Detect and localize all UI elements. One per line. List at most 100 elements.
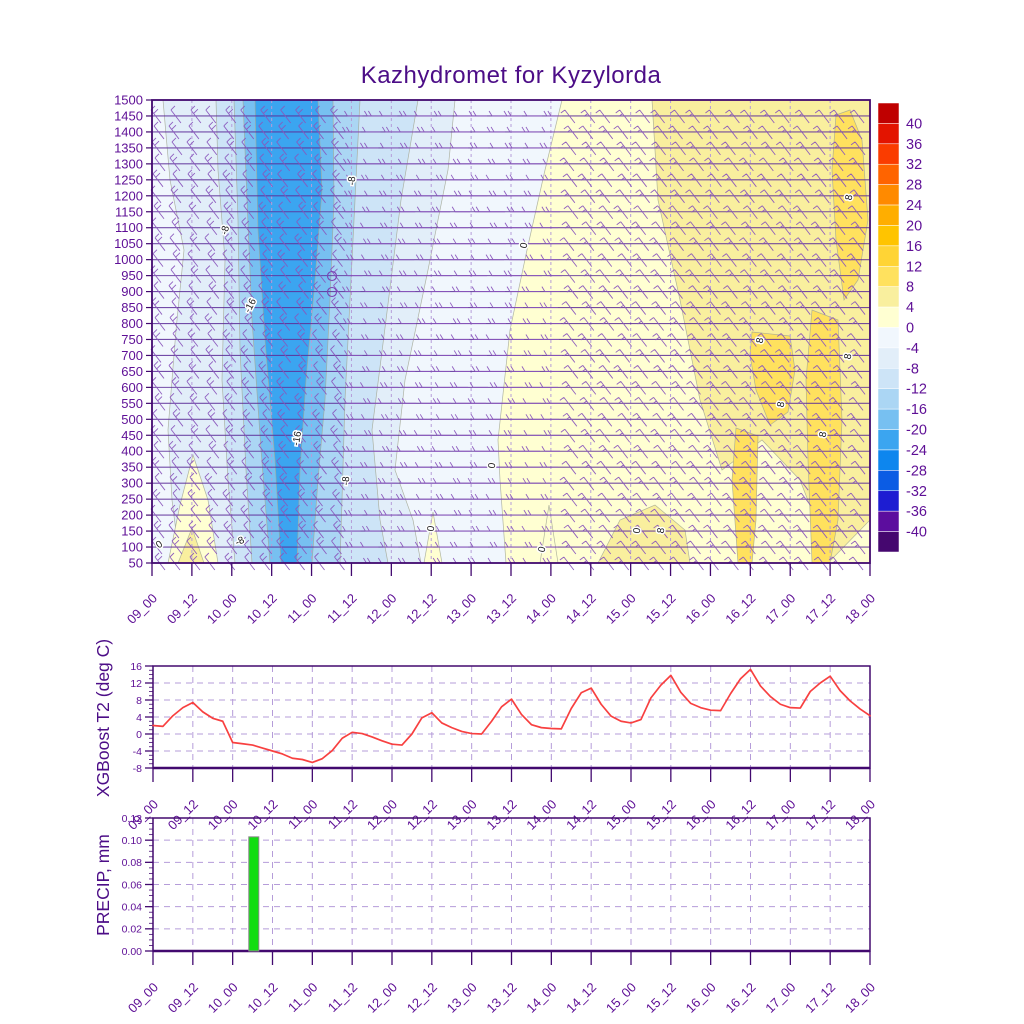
colorbar-tick-label: -32	[906, 484, 927, 500]
x-tick-label: 16_00	[683, 980, 719, 1016]
contour-value-label: 8	[818, 430, 830, 438]
y-tick-label: 0.04	[122, 901, 143, 913]
wind-barbs-right	[559, 109, 866, 571]
colorbar-tick-label: 20	[906, 218, 922, 234]
station-circle	[326, 270, 338, 282]
contour-value-label: 0	[519, 241, 531, 249]
precip-bar	[248, 836, 260, 952]
y-tick-label: 0.06	[122, 879, 143, 891]
colorbar-tick-label: 16	[906, 239, 922, 255]
y-tick-label: 450	[121, 428, 143, 443]
y-tick-label: 600	[121, 380, 143, 395]
x-tick-label: 16_12	[722, 980, 758, 1016]
y-tick-label: 900	[121, 284, 143, 299]
x-tick-label: 12_00	[363, 591, 399, 627]
x-tick-label: 17_12	[802, 591, 838, 627]
colorbar-cell	[877, 408, 900, 430]
y-tick-label: 100	[121, 540, 143, 555]
colorbar-cell	[877, 449, 900, 471]
colorbar-cell	[877, 510, 900, 532]
x-tick-label: 17_12	[802, 797, 838, 833]
colorbar-cell	[877, 368, 900, 389]
x-tick-label: 15_12	[643, 980, 679, 1016]
x-tick-label: 11_12	[324, 591, 359, 626]
y-tick-label: 0	[136, 729, 142, 741]
x-tick-label: 16_00	[682, 591, 718, 627]
colorbar-tick-label: -20	[906, 423, 927, 439]
x-tick-label: 17_00	[762, 591, 798, 627]
y-tick-label: 1500	[114, 93, 143, 108]
contour-value-label: 8	[755, 336, 767, 344]
x-tick-label: 17_12	[802, 980, 838, 1016]
contour-value-label: -16	[291, 430, 304, 447]
y-tick-label: 400	[121, 444, 143, 459]
contour-band	[831, 109, 869, 301]
colorbar-cell	[877, 102, 900, 124]
x-tick-label: 14_00	[523, 591, 559, 627]
colorbar-cell	[877, 490, 900, 512]
page-title: Kazhydromet for Kyzylorda	[360, 62, 662, 89]
y-tick-label: 500	[121, 412, 143, 427]
x-tick-label: 16_12	[722, 797, 758, 833]
y-tick-label: 800	[121, 316, 143, 331]
wind-barbs-left	[150, 105, 345, 571]
x-tick-label: 11_00	[285, 980, 320, 1015]
colorbar-tick-label: 0	[906, 321, 914, 337]
colorbar-tick-label: -16	[906, 402, 927, 418]
x-tick-label: 11_00	[284, 591, 319, 626]
y-tick-label: 550	[121, 396, 143, 411]
y-tick-label: 650	[121, 364, 143, 379]
y-tick-label: 8	[136, 695, 142, 707]
y-tick-label: 1100	[115, 220, 143, 235]
x-tick-label: 15_00	[603, 591, 639, 627]
x-tick-label: 09_12	[165, 797, 201, 833]
colorbar-cell	[877, 306, 900, 328]
colorbar-tick-label: 12	[906, 259, 922, 275]
x-tick-label: 15_12	[643, 591, 679, 627]
y-tick-label: -8	[133, 763, 142, 775]
colorbar-cell	[877, 143, 900, 165]
colorbar-tick-label: 40	[906, 116, 922, 132]
colorbar-tick-label: -24	[906, 443, 927, 459]
wind-barbs-middle	[342, 110, 562, 564]
x-tick-label: 10_00	[204, 591, 240, 627]
x-tick-label: 16_12	[722, 591, 758, 627]
station-circle	[326, 286, 338, 298]
x-tick-label: 13_12	[483, 591, 519, 627]
x-tick-label: 13_00	[443, 591, 479, 627]
contour-value-label: 0	[426, 525, 438, 532]
contour-value-label: 0	[537, 545, 549, 553]
contour-value-label: 0	[487, 462, 499, 469]
y-tick-label: 350	[121, 460, 143, 475]
colorbar-tick-label: 8	[906, 280, 914, 296]
y-tick-label: 1350	[114, 140, 143, 155]
y-tick-label: 12	[130, 678, 142, 690]
colorbar-cell	[877, 286, 900, 308]
colorbar-tick-label: 28	[906, 178, 922, 194]
colorbar-cell	[877, 429, 900, 451]
x-tick-label: 14_12	[563, 980, 599, 1016]
colorbar-cell	[877, 123, 900, 145]
colorbar-tick-label: 32	[906, 157, 922, 173]
contour-value-label: -8	[341, 476, 353, 486]
y-tick-label: 250	[121, 492, 143, 507]
y-tick-label: 0.08	[122, 857, 143, 869]
y-tick-label: 1400	[114, 124, 143, 139]
colorbar-tick-label: 24	[906, 198, 922, 214]
x-tick-label: 13_00	[444, 797, 480, 833]
colorbar-tick-label: -28	[906, 463, 927, 479]
x-tick-label: 14_00	[523, 980, 559, 1016]
y-tick-label: 1050	[114, 236, 143, 251]
wind-barbs	[150, 105, 866, 571]
x-tick-label: 11_12	[325, 797, 360, 832]
x-tick-label: 12_12	[403, 591, 439, 627]
y-tick-label: 16	[130, 661, 142, 673]
x-tick-label: 14_12	[563, 591, 599, 627]
x-tick-label: 11_12	[325, 980, 360, 1015]
x-tick-label: 15_00	[603, 797, 639, 833]
colorbar-cell	[877, 388, 900, 410]
x-tick-label: 10_00	[205, 797, 241, 833]
x-tick-label: 12_00	[364, 980, 400, 1016]
